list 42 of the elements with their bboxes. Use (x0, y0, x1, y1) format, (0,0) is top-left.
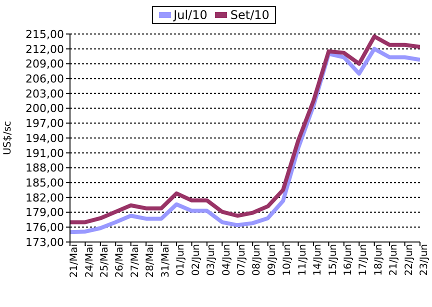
x-tick-label: 17/Jun (358, 244, 370, 276)
x-tick-label: 26/Mai (114, 244, 126, 278)
y-tick-label: 188,00 (26, 162, 64, 175)
x-tick-label: 04/Jun (221, 244, 232, 276)
x-tick-label: 09/Jun (266, 244, 278, 276)
x-tick-label: 10/Jun (282, 244, 294, 276)
y-tick-label: 185,00 (26, 176, 64, 190)
y-tick-label: 191,00 (26, 146, 64, 160)
y-tick-label: 203,00 (26, 87, 64, 100)
y-tick-label: 179,00 (26, 206, 64, 220)
x-tick-label: 01/Jun (176, 244, 187, 276)
y-tick-label: 182,00 (26, 191, 64, 204)
x-tick-label: 18/Jun (373, 244, 384, 276)
x-tick-label: 23/Jun (419, 244, 430, 276)
x-tick-label: 28/Mai (145, 244, 156, 278)
x-tick-label: 08/Jun (252, 244, 263, 276)
y-tick-label: 215,00 (26, 28, 64, 41)
x-tick-label: 22/Jun (404, 244, 415, 276)
x-tick-label: 21/Jun (388, 244, 400, 276)
x-tick-label: 14/Jun (312, 244, 324, 276)
x-tick-label: 11/Jun (297, 244, 308, 276)
legend-label: Jul/10 (172, 8, 208, 22)
x-tick-label: 25/Mai (100, 244, 111, 278)
x-tick-label: 27/Mai (130, 244, 141, 278)
y-tick-label: 206,00 (26, 72, 64, 86)
x-tick-label: 02/Jun (190, 244, 202, 276)
x-tick-label: 07/Jun (236, 244, 248, 276)
y-tick-label: 173,00 (26, 236, 64, 249)
y-tick-label: 212,00 (26, 42, 64, 56)
x-tick-label: 21/Mai (69, 244, 80, 278)
x-tick-label: 03/Jun (206, 244, 218, 276)
y-tick-label: 176,00 (26, 221, 64, 234)
y-tick-label: 200,00 (26, 102, 64, 116)
y-tick-label: 209,00 (26, 58, 64, 71)
y-axis-title: US$/sc (2, 120, 14, 156)
x-tick-label: 24/Mai (84, 244, 96, 278)
legend-label: Set/10 (229, 8, 270, 22)
y-tick-label: 194,00 (26, 132, 64, 145)
x-tick-label: 16/Jun (343, 244, 354, 276)
y-tick-label: 197,00 (26, 117, 64, 130)
x-tick-label: 15/Jun (328, 244, 339, 276)
x-tick-label: 31/Mai (160, 244, 172, 278)
